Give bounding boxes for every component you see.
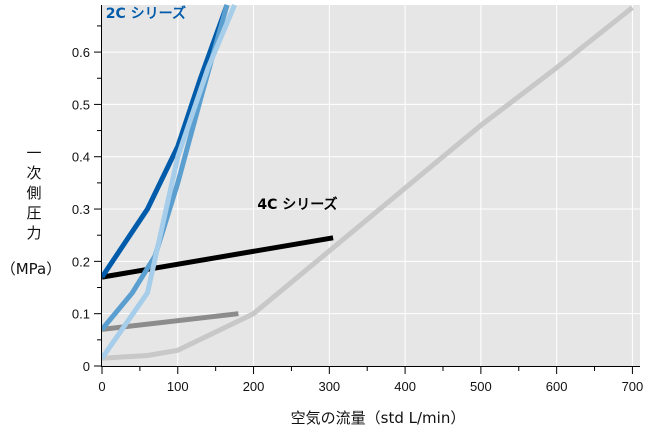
x-tick-label: 100 xyxy=(167,379,189,394)
y-tick-label: 0 xyxy=(83,359,90,374)
series-line-1 xyxy=(101,5,634,361)
series-annotation-1: 2C シリーズ xyxy=(106,5,186,22)
y-axis-title-char: 一 xyxy=(26,144,41,162)
y-axis-band xyxy=(0,0,101,434)
y-axis-title-char: 圧 xyxy=(26,204,41,222)
series-line-6 xyxy=(99,4,237,360)
y-tick-label: 0.1 xyxy=(72,307,90,322)
x-tick-label: 200 xyxy=(243,379,265,394)
x-tick-label: 400 xyxy=(394,379,416,394)
y-tick-label: 0.5 xyxy=(72,97,90,112)
y-axis-title-char: 次 xyxy=(26,164,41,182)
y-axis-title-char: 側 xyxy=(26,184,41,202)
y-axis-title-char: 力 xyxy=(26,224,41,242)
series-line-3 xyxy=(101,235,334,280)
x-tick-label: 0 xyxy=(98,379,105,394)
x-tick-label: 500 xyxy=(470,379,492,394)
tick-labels: 0 100 200 300 400 500 600 700 0 0.1 0.2 0.3 0.4 0.5 0.… xyxy=(72,45,643,394)
y-tick-label: 0.2 xyxy=(72,254,90,269)
series-layer xyxy=(99,4,634,361)
series-line-4 xyxy=(99,4,230,279)
y-axis-unit: （MPa） xyxy=(1,260,62,278)
plot-area xyxy=(102,5,640,366)
x-tick-label: 300 xyxy=(318,379,340,394)
y-tick-label: 0.4 xyxy=(72,150,90,165)
x-tick-label: 600 xyxy=(546,379,568,394)
x-tick-label: 700 xyxy=(622,379,644,394)
y-tick-label: 0.6 xyxy=(72,45,90,60)
y-tick-label: 0.3 xyxy=(72,202,90,217)
series-annotation-2: 4C シリーズ xyxy=(257,196,337,213)
annotations: 2C シリーズ 4C シリーズ xyxy=(106,5,338,213)
x-axis-title: 空気の流量（std L/min） xyxy=(291,409,466,427)
